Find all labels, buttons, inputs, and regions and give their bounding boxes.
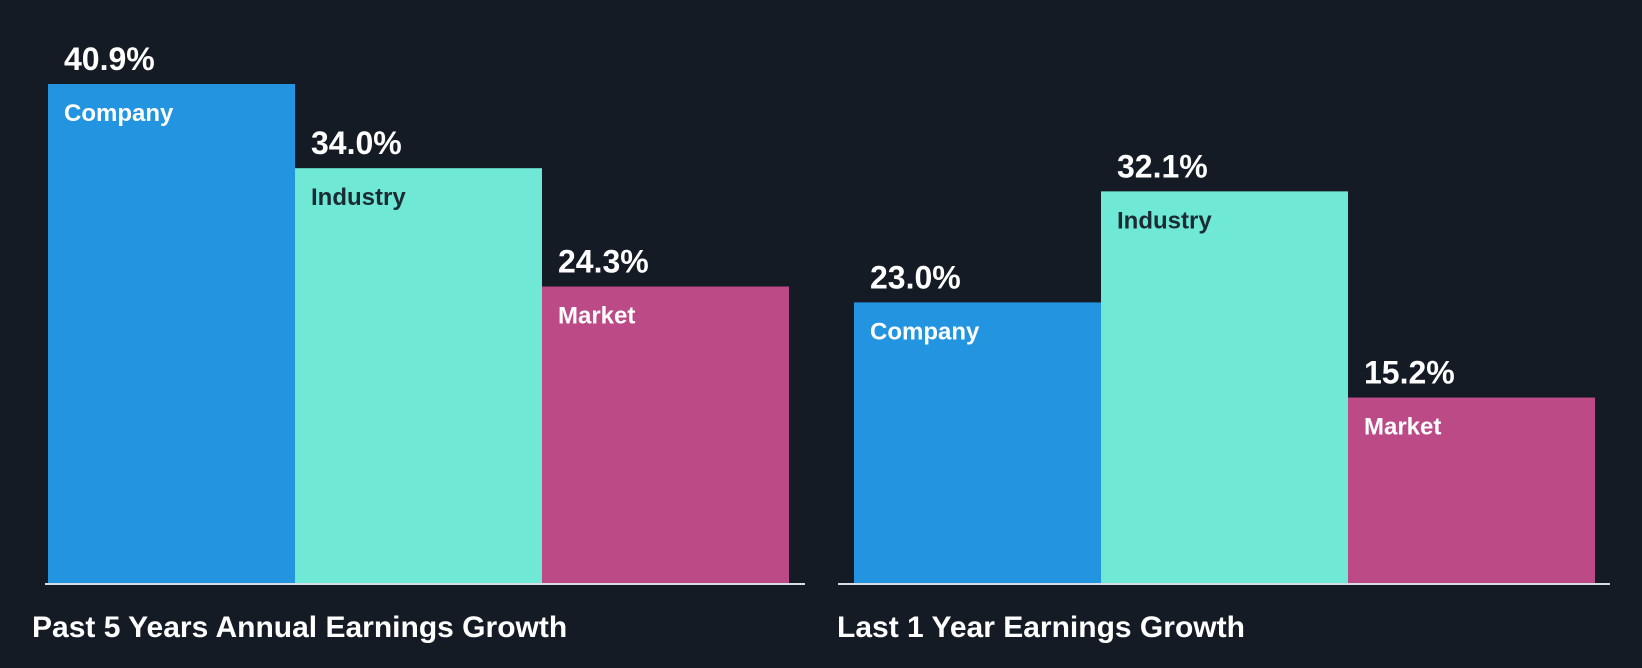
- value-label-market: 15.2%: [1364, 355, 1455, 391]
- bar-industry: [295, 168, 542, 583]
- category-label-company: Company: [64, 100, 174, 127]
- value-label-company: 23.0%: [870, 259, 961, 295]
- value-label-industry: 32.1%: [1117, 148, 1208, 184]
- panel-past-5-years: 40.9% Company 34.0% Industry 24.3% Market Pas…: [32, 41, 805, 644]
- value-label-industry: 34.0%: [311, 125, 402, 161]
- value-label-company: 40.9%: [64, 41, 155, 77]
- bars-group: 40.9% Company 34.0% Industry 24.3% Market: [48, 41, 789, 583]
- category-label-industry: Industry: [1117, 207, 1212, 234]
- bar-company: [854, 302, 1101, 583]
- category-label-market: Market: [558, 303, 635, 330]
- category-label-company: Company: [870, 318, 980, 345]
- panel-last-1-year: 23.0% Company 32.1% Industry 15.2% Market Las…: [837, 148, 1610, 644]
- bar-market: [1348, 397, 1595, 583]
- value-label-market: 24.3%: [558, 244, 649, 280]
- category-label-market: Market: [1364, 414, 1441, 441]
- category-label-industry: Industry: [311, 184, 406, 211]
- panel-title: Last 1 Year Earnings Growth: [837, 611, 1245, 644]
- bar-market: [542, 286, 789, 583]
- panel-title: Past 5 Years Annual Earnings Growth: [32, 611, 567, 644]
- bar-company: [48, 84, 295, 583]
- bars-group: 23.0% Company 32.1% Industry 15.2% Market: [854, 148, 1595, 583]
- bar-industry: [1101, 191, 1348, 583]
